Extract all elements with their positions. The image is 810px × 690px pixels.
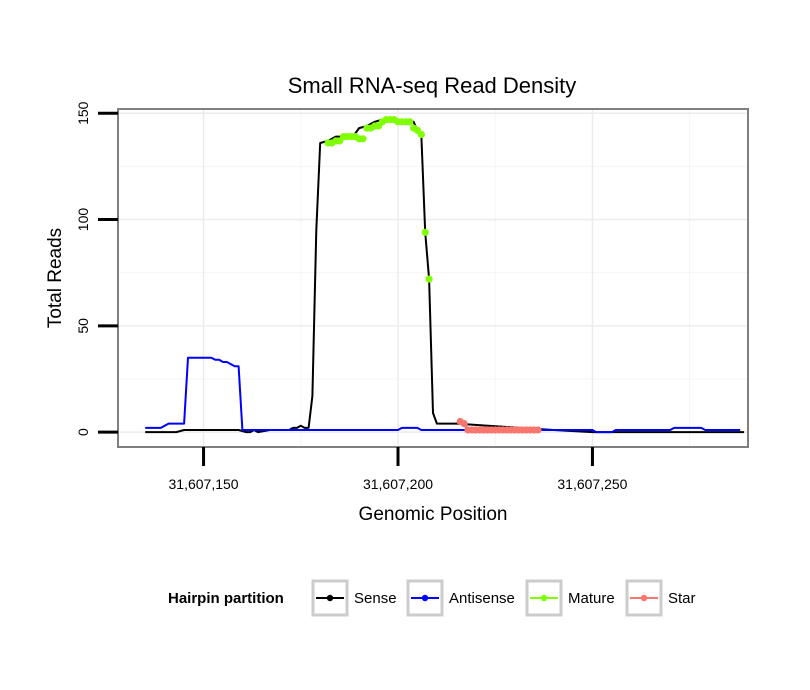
x-axis: 31,607,150 31,607,200 31,607,250 [169,447,628,492]
panel-border [117,108,749,448]
x-axis-title: Genomic Position [359,504,508,525]
x-tick-label: 31,607,250 [557,476,627,492]
series-point-star [534,426,542,434]
legend-item-antisense: Antisense [406,579,515,617]
series-layer [145,116,745,434]
legend-item-mature: Mature [525,579,615,617]
series-point-star [460,420,468,428]
legend-label-sense: Sense [354,590,397,607]
series-line-antisense [145,356,741,434]
legend-label-star: Star [668,590,696,607]
legend-key-dot-star [640,594,648,602]
series-point-mature [417,130,425,139]
legend-key-dot-mature [540,594,548,602]
x-tick-label: 31,607,200 [363,476,433,492]
legend-key-dot-antisense [421,594,429,602]
x-tick-label: 31,607,150 [169,476,239,492]
legend-label-antisense: Antisense [449,590,515,607]
legend-item-star: Star [625,579,696,617]
series-point-mature [406,118,414,126]
series-point-mature [425,275,433,283]
plot-panel [117,108,749,448]
y-axis-title: Total Reads [45,228,66,328]
y-tick-label: 50 [75,318,91,334]
legend-key-dot-sense [326,594,334,602]
legend-item-sense: Sense [311,579,397,617]
legend: Hairpin partition Sense Antisense Mature… [168,579,696,617]
series-point-mature [359,135,367,143]
y-tick-label: 0 [75,428,91,436]
series-point-mature [421,228,429,236]
grid-minor [118,109,748,447]
chart-title: Small RNA-seq Read Density [288,73,577,98]
y-tick-label: 100 [75,208,91,232]
y-tick-label: 150 [75,101,91,125]
y-axis: 0 50 100 150 [75,101,118,436]
legend-title: Hairpin partition [168,590,284,607]
legend-label-mature: Mature [568,590,615,607]
